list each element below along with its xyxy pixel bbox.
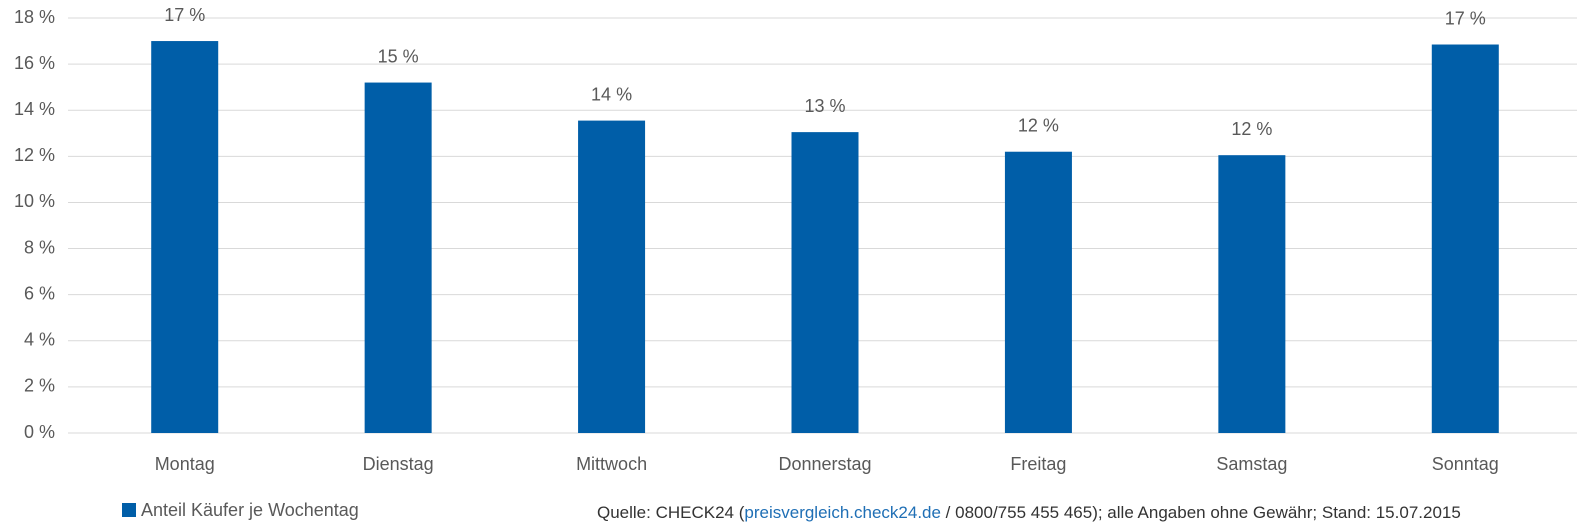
legend-swatch bbox=[122, 503, 136, 517]
bar bbox=[364, 82, 432, 434]
value-label: 17 % bbox=[1445, 8, 1486, 28]
value-label: 17 % bbox=[164, 5, 205, 25]
bar bbox=[1431, 44, 1499, 434]
value-label: 14 % bbox=[591, 84, 632, 104]
y-tick-label: 10 % bbox=[14, 191, 55, 211]
x-tick-label: Montag bbox=[155, 454, 215, 474]
x-tick-label: Mittwoch bbox=[576, 454, 647, 474]
y-tick-label: 16 % bbox=[14, 53, 55, 73]
x-tick-label: Dienstag bbox=[363, 454, 434, 474]
value-label: 12 % bbox=[1231, 119, 1272, 139]
y-tick-label: 14 % bbox=[14, 99, 55, 119]
x-tick-label: Sonntag bbox=[1432, 454, 1499, 474]
x-tick-label: Samstag bbox=[1216, 454, 1287, 474]
value-label: 12 % bbox=[1018, 115, 1059, 135]
y-tick-label: 8 % bbox=[24, 237, 55, 257]
x-tick-label: Donnerstag bbox=[778, 454, 871, 474]
y-tick-label: 18 % bbox=[14, 7, 55, 27]
y-tick-label: 6 % bbox=[24, 283, 55, 303]
y-tick-label: 2 % bbox=[24, 376, 55, 396]
bar bbox=[151, 41, 219, 434]
source: Quelle: CHECK24 (preisvergleich.check24.… bbox=[597, 503, 1461, 522]
x-tick-label: Freitag bbox=[1010, 454, 1066, 474]
source-link[interactable]: preisvergleich.check24.de bbox=[744, 503, 941, 522]
value-label: 13 % bbox=[804, 96, 845, 116]
y-tick-label: 12 % bbox=[14, 145, 55, 165]
bar bbox=[1004, 151, 1072, 433]
value-label: 15 % bbox=[378, 46, 419, 66]
y-tick-label: 4 % bbox=[24, 330, 55, 350]
legend-label: Anteil Käufer je Wochentag bbox=[141, 500, 359, 520]
bar bbox=[791, 132, 859, 433]
source-text: Quelle: CHECK24 ( bbox=[597, 503, 745, 522]
y-tick-label: 0 % bbox=[24, 422, 55, 442]
bar bbox=[1218, 155, 1286, 434]
source-text: / 0800/755 455 465); alle Angaben ohne G… bbox=[941, 503, 1461, 522]
bar bbox=[578, 120, 646, 433]
